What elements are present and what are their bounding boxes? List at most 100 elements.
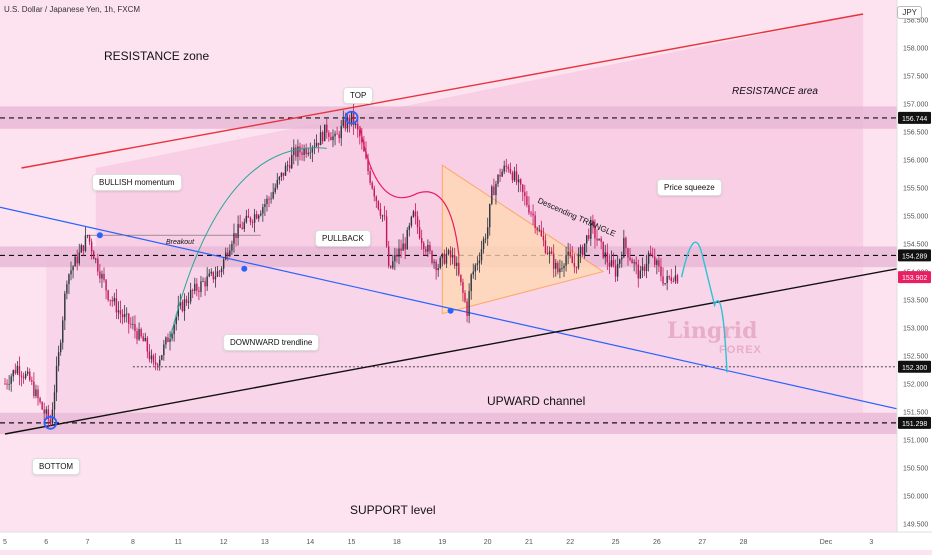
candle-body	[22, 376, 25, 379]
candle-body	[66, 284, 68, 294]
candle-body	[342, 119, 345, 126]
candle-body	[158, 359, 161, 366]
candle-body	[4, 383, 6, 385]
candle-body	[546, 253, 549, 254]
trendline-dot	[241, 265, 248, 272]
candle-body	[542, 235, 545, 241]
candle-body	[616, 263, 619, 277]
candle-body	[305, 148, 307, 155]
candle-body	[206, 276, 208, 287]
candle-body	[78, 252, 80, 264]
candle-body	[377, 201, 380, 209]
x-tick-label: 5	[3, 539, 7, 546]
symbol-title[interactable]: U.S. Dollar / Japanese Yen, 1h, FXCM	[4, 5, 141, 14]
candle-body	[429, 244, 431, 252]
x-tick-label: Dec	[820, 539, 833, 546]
candle-body	[592, 220, 594, 226]
currency-label[interactable]: JPY	[897, 6, 922, 19]
candle-body	[635, 262, 637, 265]
candle-body	[365, 151, 367, 159]
x-tick-label: 6	[44, 539, 48, 546]
candle-body	[561, 268, 563, 270]
candle-body	[614, 265, 617, 277]
candle-body	[501, 171, 503, 177]
y-tick-label: 155.000	[903, 214, 928, 221]
zone-band-2	[0, 412, 897, 434]
candle-body	[559, 268, 561, 273]
candle-body	[270, 198, 272, 200]
candle-body	[117, 310, 120, 313]
candle-body	[26, 371, 29, 374]
candle-body	[466, 301, 468, 316]
candle-body	[229, 250, 231, 257]
y-tick-label: 157.500	[903, 74, 928, 81]
candle-body	[247, 215, 250, 218]
candle-body	[241, 227, 243, 229]
candle-body	[297, 146, 299, 157]
candle-body	[148, 351, 151, 360]
candle-body	[425, 249, 427, 252]
candle-body	[134, 324, 136, 332]
annotation-resistance-zone: RESISTANCE zone	[104, 49, 210, 63]
candle-body	[645, 263, 648, 271]
price-badge-label: 151.298	[902, 421, 927, 428]
candle-body	[583, 243, 586, 256]
candle-body	[369, 171, 371, 183]
candle-body	[396, 254, 398, 257]
x-tick-label: 15	[348, 539, 356, 546]
candle-body	[571, 256, 573, 264]
x-tick-label: 20	[484, 539, 492, 546]
annotation-support-level: SUPPORT level	[350, 503, 436, 517]
candle-body	[72, 266, 74, 271]
candle-body	[526, 196, 528, 206]
candle-body	[216, 271, 219, 277]
candle-body	[666, 276, 668, 284]
candle-body	[468, 291, 470, 316]
annotation-bottom: BOTTOM	[32, 458, 81, 475]
candle-body	[641, 266, 644, 271]
candle-body	[321, 132, 324, 142]
candle-body	[612, 260, 615, 266]
channel-dot	[447, 307, 454, 314]
candle-body	[606, 252, 609, 263]
candle-body	[392, 261, 394, 268]
candle-body	[286, 165, 289, 167]
candle-body	[237, 224, 239, 238]
candle-body	[295, 147, 297, 157]
annotation-breakout: Breakout	[166, 239, 195, 246]
candle-body	[621, 257, 623, 260]
candle-body	[390, 265, 392, 268]
candle-body	[602, 241, 604, 258]
candle-body	[604, 252, 606, 258]
candle-body	[359, 129, 361, 137]
candle-body	[443, 253, 446, 264]
candle-body	[357, 123, 359, 130]
candle-body	[618, 259, 621, 264]
candle-body	[152, 355, 155, 363]
candle-body	[31, 380, 33, 382]
x-tick-label: 22	[566, 539, 574, 546]
candle-body	[29, 371, 31, 381]
candle-body	[224, 252, 227, 260]
candle-body	[418, 227, 421, 239]
candle-body	[394, 254, 396, 262]
x-tick-label: 11	[175, 539, 182, 546]
candle-body	[109, 299, 111, 301]
candle-body	[268, 198, 270, 200]
candle-body	[125, 313, 128, 315]
candle-body	[654, 256, 656, 265]
candle-body	[373, 188, 375, 197]
candle-body	[138, 329, 140, 340]
candle-body	[588, 235, 590, 239]
top-marker	[344, 110, 359, 125]
x-tick-label: 13	[261, 539, 269, 546]
x-tick-label: 27	[698, 539, 706, 546]
candle-body	[59, 342, 62, 353]
annotation-resistance-area: RESISTANCE area	[732, 86, 818, 97]
candle-body	[245, 215, 248, 223]
candle-body	[676, 275, 679, 283]
candle-body	[121, 314, 124, 318]
candle-body	[140, 329, 142, 337]
candle-body	[311, 147, 314, 153]
